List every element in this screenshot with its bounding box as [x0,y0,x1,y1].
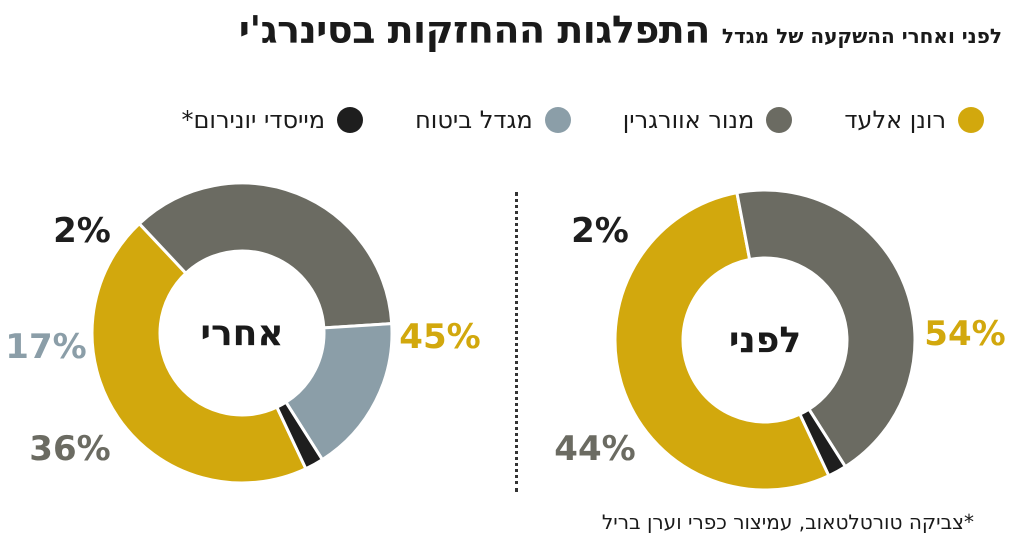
slice-value-label: 2% [571,211,629,251]
legend-label: מנור אוורגרין [622,106,755,134]
slice-value-label: 36% [29,429,110,469]
slice-value-label: 17% [5,327,86,367]
donut-slice [137,181,394,330]
donut-slice [797,407,848,478]
donut-center-label: אחרי [200,313,283,354]
chart-header: התפלגות ההחזקות בסינרג'י לפני ואחרי ההשק… [239,8,1002,52]
legend-label: מייסדי יונירום* [181,106,326,134]
legend-swatch [337,107,364,133]
legend-swatch [766,107,793,133]
chart-subtitle: לפני ואחרי ההשקעה של מגדל [721,24,1002,48]
legend: רונן אלעד מנור אוורגרין מגדל ביטוח מייסד… [181,106,984,134]
chart-divider [515,192,518,492]
footnote-credit: *צביקה טורטלטאוב, עמיצור כפרי וערן בריל [601,510,974,534]
legend-label: מגדל ביטוח [415,106,533,134]
legend-item-manor-evergreen: מנור אוורגרין [623,106,793,134]
chart-title: התפלגות ההחזקות בסינרג'י [238,8,711,52]
donut-before: 54% 44% 2% לפני [554,188,1006,492]
donut-slice [613,190,831,492]
donut-slice [274,400,325,471]
donut-after: 45% 36% 17% 2% אחרי [5,181,481,485]
legend-swatch [544,107,571,133]
legend-label: רונן אלעד [844,106,946,134]
slice-value-label: 45% [399,317,480,357]
slice-value-label: 54% [924,314,1005,354]
legend-item-migdal-insurance: מגדל ביטוח [415,106,571,134]
donut-slice [90,221,308,485]
legend-item-unirom-founders: מייסדי יונירום* [181,106,364,134]
slice-value-label: 2% [53,211,111,251]
donut-slice [735,188,917,469]
donut-center-label: לפני [729,320,801,361]
legend-item-ronen-elad: רונן אלעד [844,106,984,134]
legend-swatch [958,107,984,133]
slice-value-label: 44% [554,429,635,469]
